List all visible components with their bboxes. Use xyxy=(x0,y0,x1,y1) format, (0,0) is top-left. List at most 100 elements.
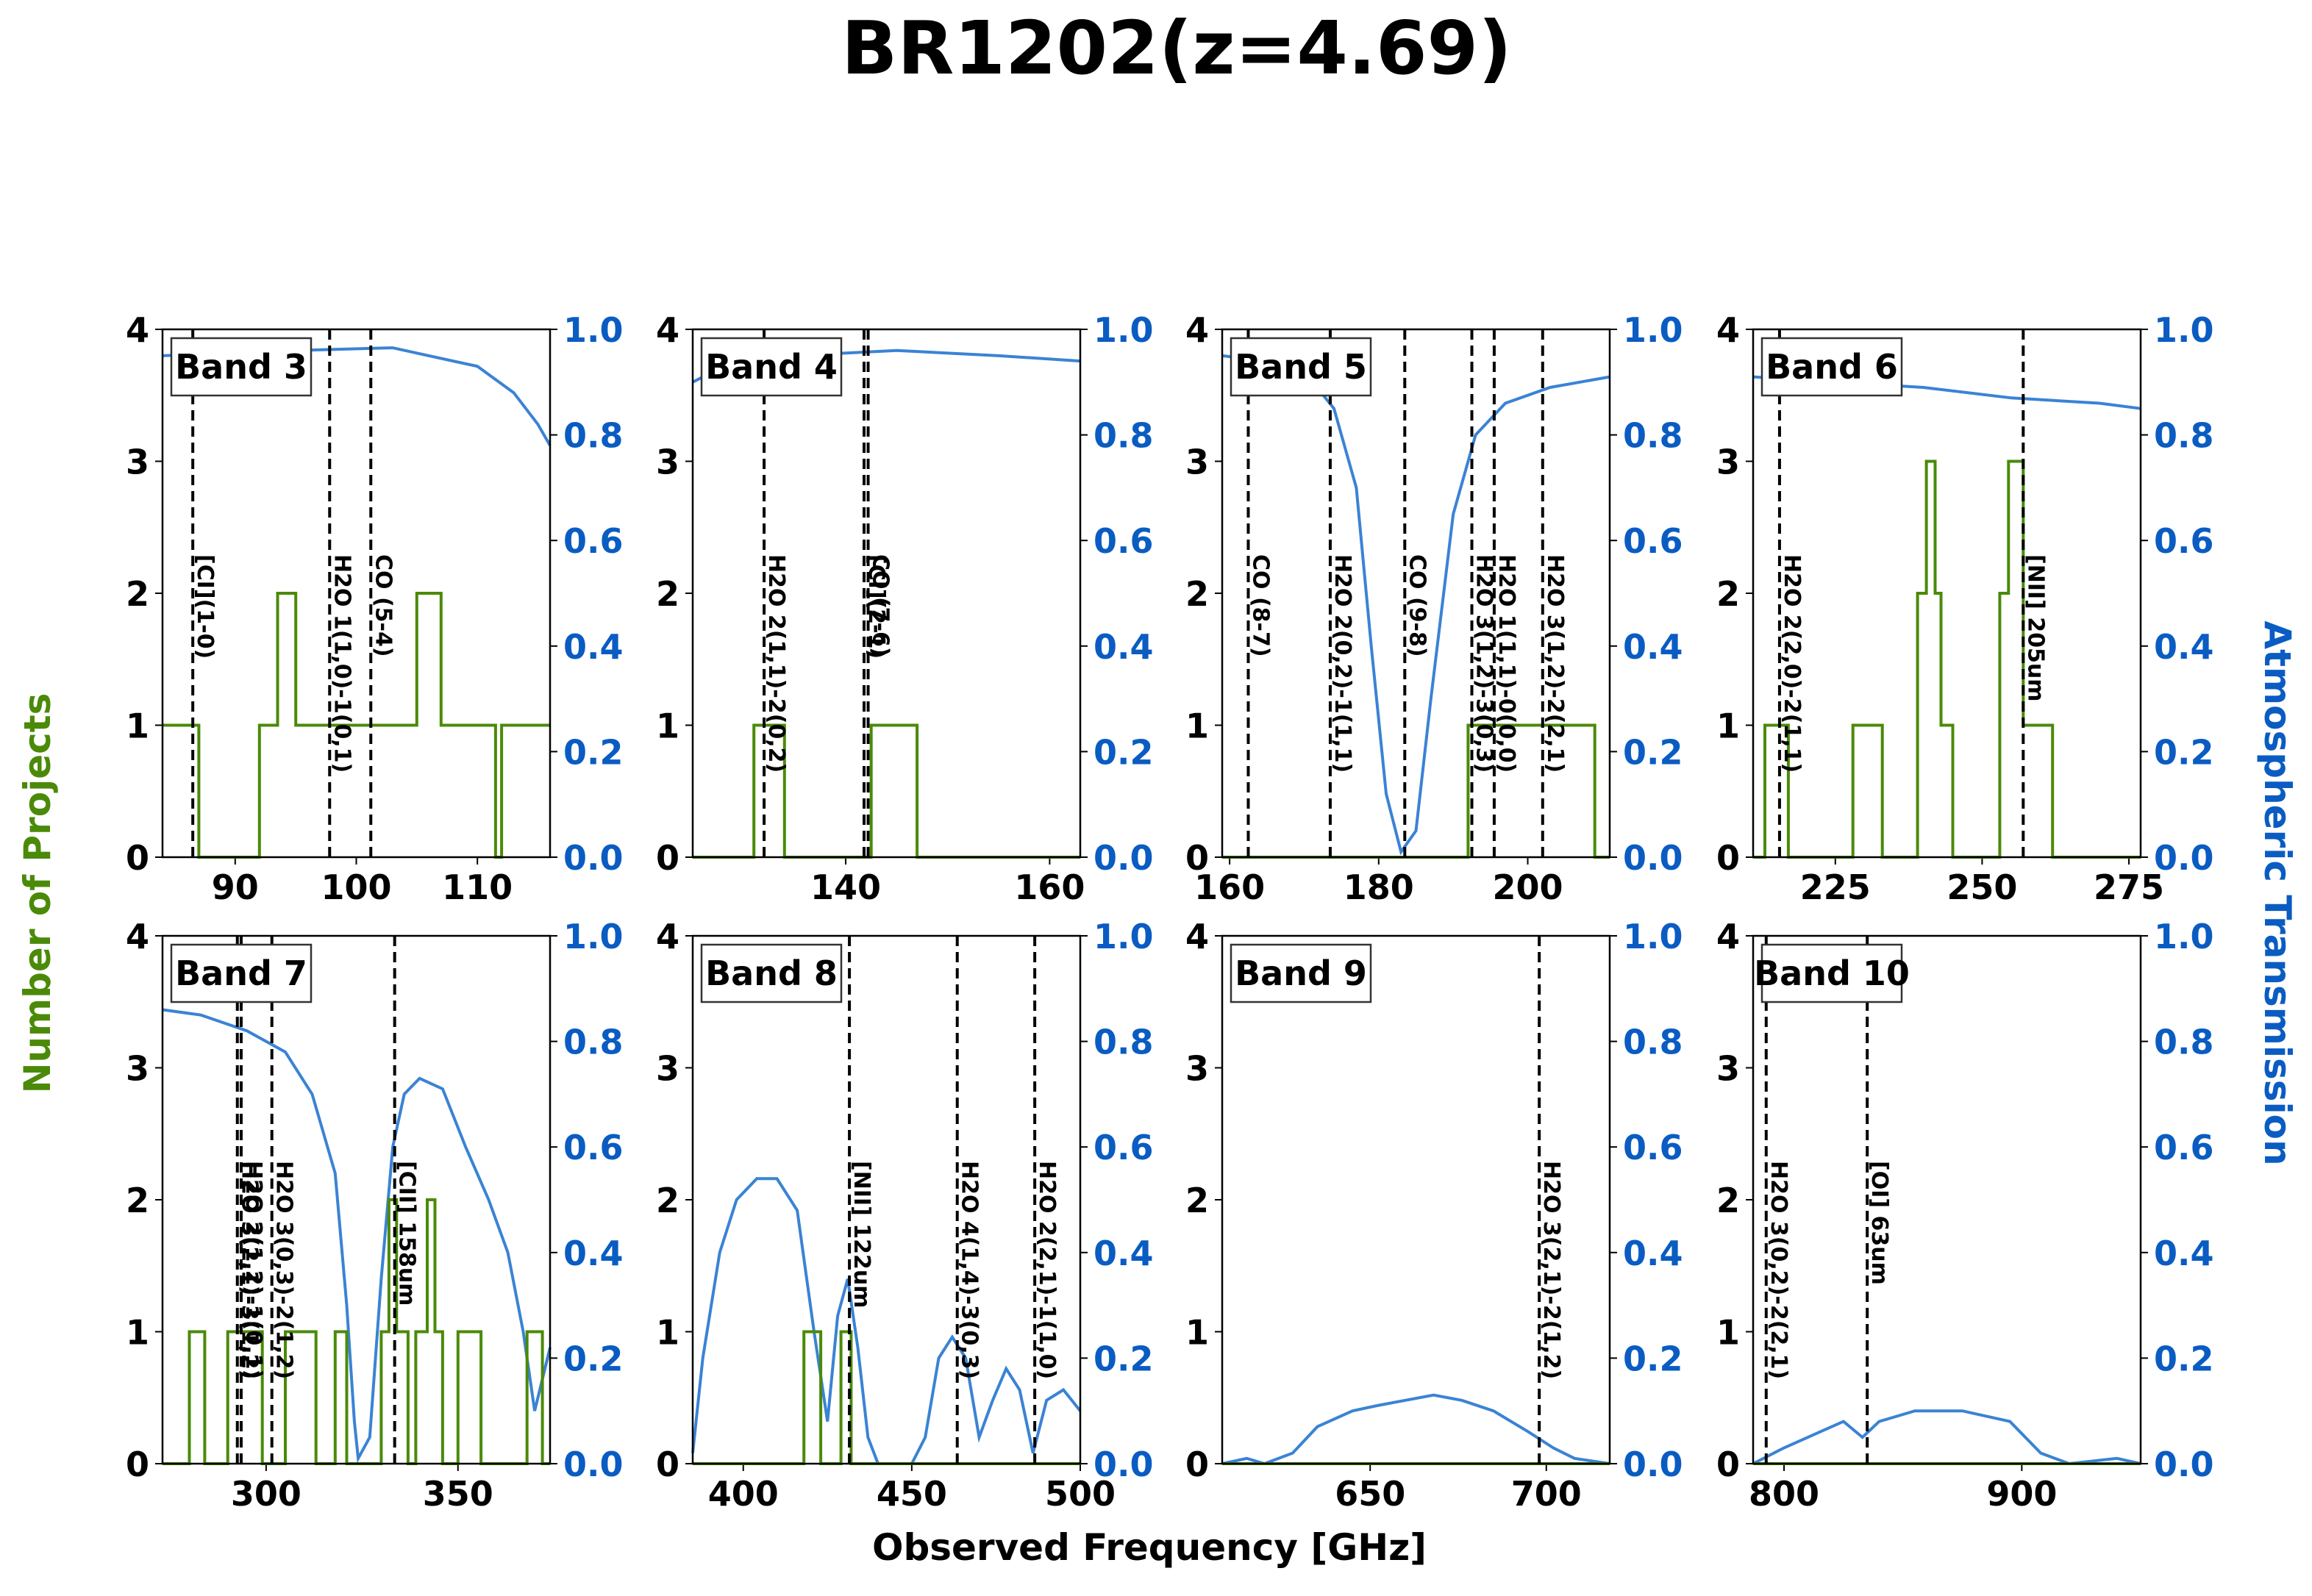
band-label-box xyxy=(700,337,843,397)
emission-line-label: [NII] 205um xyxy=(2022,554,2048,702)
plot-area xyxy=(163,329,550,857)
right-tick-label: 0.6 xyxy=(1623,1128,1683,1167)
left-tick-label: 0 xyxy=(126,838,149,878)
right-tick-label: 0.4 xyxy=(2154,1234,2214,1273)
right-tick-label: 0.0 xyxy=(2154,1445,2214,1484)
right-tick-label: 0.8 xyxy=(563,416,624,456)
right-tick-label: 1.0 xyxy=(1093,310,1154,350)
left-tick-label: 3 xyxy=(1716,1049,1740,1089)
left-tick-label: 4 xyxy=(656,917,679,956)
y-axis-label-right: Atmospheric Transmission xyxy=(2256,620,2299,1165)
transmission-line xyxy=(1221,1393,1610,1466)
left-tick-label: 0 xyxy=(1716,838,1740,878)
right-tick-label: 0.2 xyxy=(563,1339,624,1378)
right-tick-label: 0.4 xyxy=(1623,1234,1683,1273)
left-tick-label: 0 xyxy=(1716,1445,1740,1484)
emission-line-label: H2O 3(2,1)-2(1,2) xyxy=(1538,1161,1564,1379)
right-tick-label: 0.2 xyxy=(1623,1339,1683,1378)
left-tick-label: 0 xyxy=(656,838,679,878)
left-tick-label: 4 xyxy=(1185,917,1209,956)
left-tick-label: 1 xyxy=(1185,706,1209,746)
emission-line-label: H2O 3(0,2)-2(2,1) xyxy=(1766,1161,1791,1379)
x-tick-label: 400 xyxy=(708,1474,779,1514)
right-tick-label: 0.6 xyxy=(1093,521,1154,561)
right-tick-label: 0.0 xyxy=(2154,838,2214,878)
band-label-box xyxy=(1760,337,1903,397)
right-tick-label: 0.4 xyxy=(1093,1234,1154,1273)
plot-frame xyxy=(1752,934,2142,1465)
x-tick-label: 225 xyxy=(1800,867,1871,907)
x-tick-label: 90 xyxy=(212,867,259,907)
plot-frame xyxy=(1221,328,1611,859)
right-tick-label: 1.0 xyxy=(1093,917,1154,956)
band-label: Band 9 xyxy=(1235,953,1367,993)
plot-frame xyxy=(161,934,552,1465)
right-tick-label: 0.4 xyxy=(1623,627,1683,667)
plot-frame xyxy=(691,934,1082,1465)
left-tick-label: 2 xyxy=(656,1181,679,1220)
left-tick-label: 1 xyxy=(656,706,679,746)
plot-frame xyxy=(691,328,1082,859)
right-tick-label: 0.6 xyxy=(563,1128,624,1167)
left-tick-label: 2 xyxy=(1185,1181,1209,1220)
right-tick-label: 0.0 xyxy=(563,838,624,878)
left-tick-label: 4 xyxy=(126,310,149,350)
right-tick-label: 0.2 xyxy=(1093,732,1154,772)
left-tick-label: 2 xyxy=(126,574,149,614)
panel: 0 1 2 3 4 0.0 0.2 0.4 0.6 0.8 1.0 800 900 H2O 3(0,2)-… xyxy=(1716,917,2214,1514)
right-tick-label: 0.6 xyxy=(1093,1128,1154,1167)
plot-area xyxy=(1753,329,2141,857)
left-tick-label: 1 xyxy=(1716,706,1740,746)
right-tick-label: 1.0 xyxy=(1623,310,1683,350)
band-label: Band 6 xyxy=(1766,347,1898,387)
plot-area xyxy=(693,936,1080,1464)
left-tick-label: 3 xyxy=(656,1049,679,1089)
right-tick-label: 0.6 xyxy=(2154,521,2214,561)
emission-line-label: H2O 2(2,0)-2(1,1) xyxy=(1779,554,1805,773)
x-tick-label: 180 xyxy=(1344,867,1414,907)
plot-frame xyxy=(161,328,552,859)
band-label-box xyxy=(170,943,313,1003)
x-tick-label: 160 xyxy=(1194,867,1265,907)
left-tick-label: 1 xyxy=(1716,1313,1740,1353)
x-tick-label: 800 xyxy=(1749,1474,1819,1514)
emission-line-label: H2O 2(0,2)-1(1,1) xyxy=(1330,554,1355,773)
left-tick-label: 3 xyxy=(126,443,149,482)
band-label: Band 4 xyxy=(705,347,838,387)
plot-area xyxy=(1222,329,1610,857)
emission-line-label: H2O 4(1,4)-3(0,3) xyxy=(957,1161,982,1379)
plot-frame xyxy=(1221,934,1611,1465)
emission-line-label: H2O 2(2,1)-1(1,0) xyxy=(1034,1161,1060,1379)
plot-area xyxy=(163,936,550,1464)
emission-line-label: CO (9-8) xyxy=(1404,554,1430,657)
left-tick-label: 2 xyxy=(1185,574,1209,614)
x-tick-label: 300 xyxy=(231,1474,302,1514)
left-tick-label: 4 xyxy=(656,310,679,350)
left-tick-label: 4 xyxy=(1185,310,1209,350)
right-tick-label: 0.4 xyxy=(2154,627,2214,667)
right-tick-label: 1.0 xyxy=(563,917,624,956)
emission-line-label: [OI] 63um xyxy=(1866,1161,1892,1285)
right-tick-label: 0.8 xyxy=(1623,416,1683,456)
left-tick-label: 4 xyxy=(1716,310,1740,350)
band-label-box xyxy=(1760,943,1903,1003)
right-tick-label: 0.6 xyxy=(2154,1128,2214,1167)
left-tick-label: 4 xyxy=(126,917,149,956)
plot-frame xyxy=(1752,328,2142,859)
projects-line xyxy=(163,1198,550,1465)
band-label: Band 7 xyxy=(175,953,307,993)
x-tick-label: 250 xyxy=(1947,867,2017,907)
figure-title: BR1202(z=4.69) xyxy=(841,5,1512,91)
panel: 0 1 2 3 4 0.0 0.2 0.4 0.6 0.8 1.0 140 160 H2O 2(1,1)-… xyxy=(656,310,1154,907)
emission-line-label: H2O 2(1,1)-2(0,2) xyxy=(763,554,789,773)
right-tick-label: 0.4 xyxy=(563,1234,624,1273)
right-tick-label: 0.0 xyxy=(1093,838,1154,878)
x-tick-label: 450 xyxy=(877,1474,947,1514)
emission-line-label: H2O 1(1,0)-1(0,1) xyxy=(329,554,354,773)
emission-line-label: CO (8-7) xyxy=(1247,554,1273,657)
left-tick-label: 0 xyxy=(656,1445,679,1484)
band-label-box xyxy=(1230,337,1372,397)
